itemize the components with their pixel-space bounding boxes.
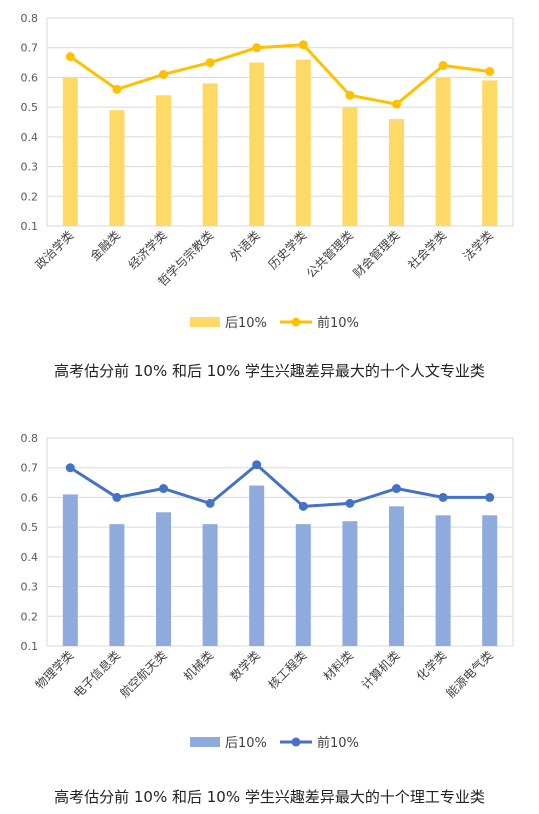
chart1-xtick-label: 历史学类: [265, 228, 310, 273]
chart1-legend-label: 后10%: [225, 316, 267, 331]
chart2-bar: [62, 494, 78, 646]
chart2-legend-swatch-bar: [190, 737, 220, 747]
chart2-xtick-label: 化学类: [413, 648, 449, 684]
chart1-bar: [62, 77, 78, 226]
chart2-bar: [109, 524, 125, 646]
chart1-ytick-label: 0.7: [21, 42, 39, 55]
chart1-ytick-label: 0.5: [21, 101, 39, 114]
chart2-xtick-label: 核工程类: [265, 648, 310, 693]
chart2-point: [485, 492, 495, 502]
chart1-point: [485, 66, 495, 76]
chart2-ytick-label: 0.3: [21, 581, 39, 594]
chart1-bar: [435, 77, 451, 226]
chart2-ytick-label: 0.1: [21, 640, 39, 653]
chart2-point: [205, 498, 215, 508]
chart1-bar: [156, 95, 171, 226]
chart1-point: [345, 90, 355, 100]
chart2-legend-swatch-marker: [291, 737, 301, 747]
chart1-point: [438, 61, 448, 71]
chart2-point: [345, 498, 355, 508]
chart1-legend-swatch-marker: [291, 317, 301, 327]
chart2-xtick-label: 电子信息类: [70, 648, 123, 701]
chart2-xtick-label: 物理学类: [32, 648, 77, 693]
chart1-xtick-label: 公共管理类: [303, 228, 356, 281]
humanities-chart-caption: 高考估分前 10% 和后 10% 学生兴趣差异最大的十个人文专业类: [54, 362, 485, 380]
chart2-ytick-label: 0.5: [21, 521, 39, 534]
chart1-point: [159, 69, 168, 79]
chart1-bar: [202, 83, 218, 226]
chart1-point: [65, 52, 75, 62]
chart1-xtick-label: 经济学类: [125, 228, 170, 273]
chart1-xtick-label: 金融类: [87, 228, 123, 264]
chart2-bar: [482, 515, 498, 646]
chart2-legend-label: 后10%: [225, 736, 267, 751]
chart1-point: [298, 40, 308, 50]
chart2-xtick-label: 能源电气类: [443, 648, 496, 701]
chart1-point: [252, 43, 262, 53]
chart2-point: [65, 463, 75, 473]
chart1-ytick-label: 0.1: [21, 220, 39, 233]
chart1-point: [205, 58, 215, 68]
science-chart-caption: 高考估分前 10% 和后 10% 学生兴趣差异最大的十个理工专业类: [54, 788, 485, 806]
chart1-bar: [295, 59, 311, 226]
chart2-ytick-label: 0.4: [21, 551, 39, 564]
chart1-ytick-label: 0.8: [21, 12, 39, 25]
chart1-series-line: [69, 43, 490, 106]
chart1-legend-swatch-bar: [190, 317, 220, 327]
chart2-legend-label: 前10%: [317, 735, 359, 751]
chart2-bar: [202, 524, 218, 646]
chart1-ytick-label: 0.6: [21, 71, 39, 84]
chart2-bar: [435, 515, 451, 646]
chart2-bar: [249, 485, 265, 646]
chart2-xtick-label: 数学类: [227, 648, 263, 684]
humanities-chart: 0.1 0.2 0.3 0.4 0.5 0.6 0.7 0.8 政治学类 金融类 经济学类 哲学与宗教…: [0, 0, 539, 340]
chart1-bar: [482, 80, 498, 227]
chart2-point: [159, 484, 168, 494]
chart2-point: [392, 484, 401, 494]
chart2-bar: [389, 506, 404, 646]
chart1-ytick-label: 0.2: [21, 190, 39, 203]
chart2-point: [252, 460, 262, 470]
chart1-xtick-label: 财会管理类: [350, 228, 403, 281]
chart1-bar: [249, 62, 265, 227]
chart1-point: [112, 84, 122, 94]
chart2-bar: [342, 521, 358, 646]
chart2-xtick-label: 机械类: [180, 648, 216, 684]
chart2-ytick-label: 0.8: [21, 432, 39, 445]
chart2-ytick-label: 0.2: [21, 610, 39, 623]
science-chart: 0.1 0.2 0.3 0.4 0.5 0.6 0.7 0.8 物理学类 电子信息类 航空航天类 机械…: [0, 420, 539, 760]
chart2-point: [112, 492, 122, 502]
chart1-bar: [109, 110, 125, 226]
chart2-xtick-label: 航空航天类: [117, 648, 170, 701]
chart2-series-line: [69, 463, 490, 508]
chart1-xtick-label: 外语类: [227, 228, 262, 263]
chart1-bar: [342, 107, 358, 226]
chart2-point: [298, 501, 308, 511]
chart2-xtick-label: 材料类: [321, 648, 356, 683]
chart1-plot-border: [46, 17, 514, 227]
chart1-ytick-label: 0.3: [21, 161, 39, 174]
chart1-legend-label: 前10%: [317, 315, 359, 331]
chart1-xtick-label: 社会学类: [405, 228, 450, 273]
chart2-bar: [295, 524, 311, 646]
chart1-xtick-label: 法学类: [460, 228, 496, 264]
chart1-xtick-label: 政治学类: [32, 228, 77, 273]
chart1-ytick-label: 0.4: [21, 131, 39, 144]
chart2-bar: [156, 512, 171, 646]
chart2-plot-border: [46, 437, 514, 647]
chart2-ytick-label: 0.6: [21, 491, 39, 504]
chart2-xtick-label: 计算机类: [358, 648, 403, 693]
chart2-ytick-label: 0.7: [21, 462, 39, 475]
chart2-point: [438, 492, 448, 502]
chart1-bar: [389, 119, 404, 226]
chart1-point: [392, 99, 401, 109]
